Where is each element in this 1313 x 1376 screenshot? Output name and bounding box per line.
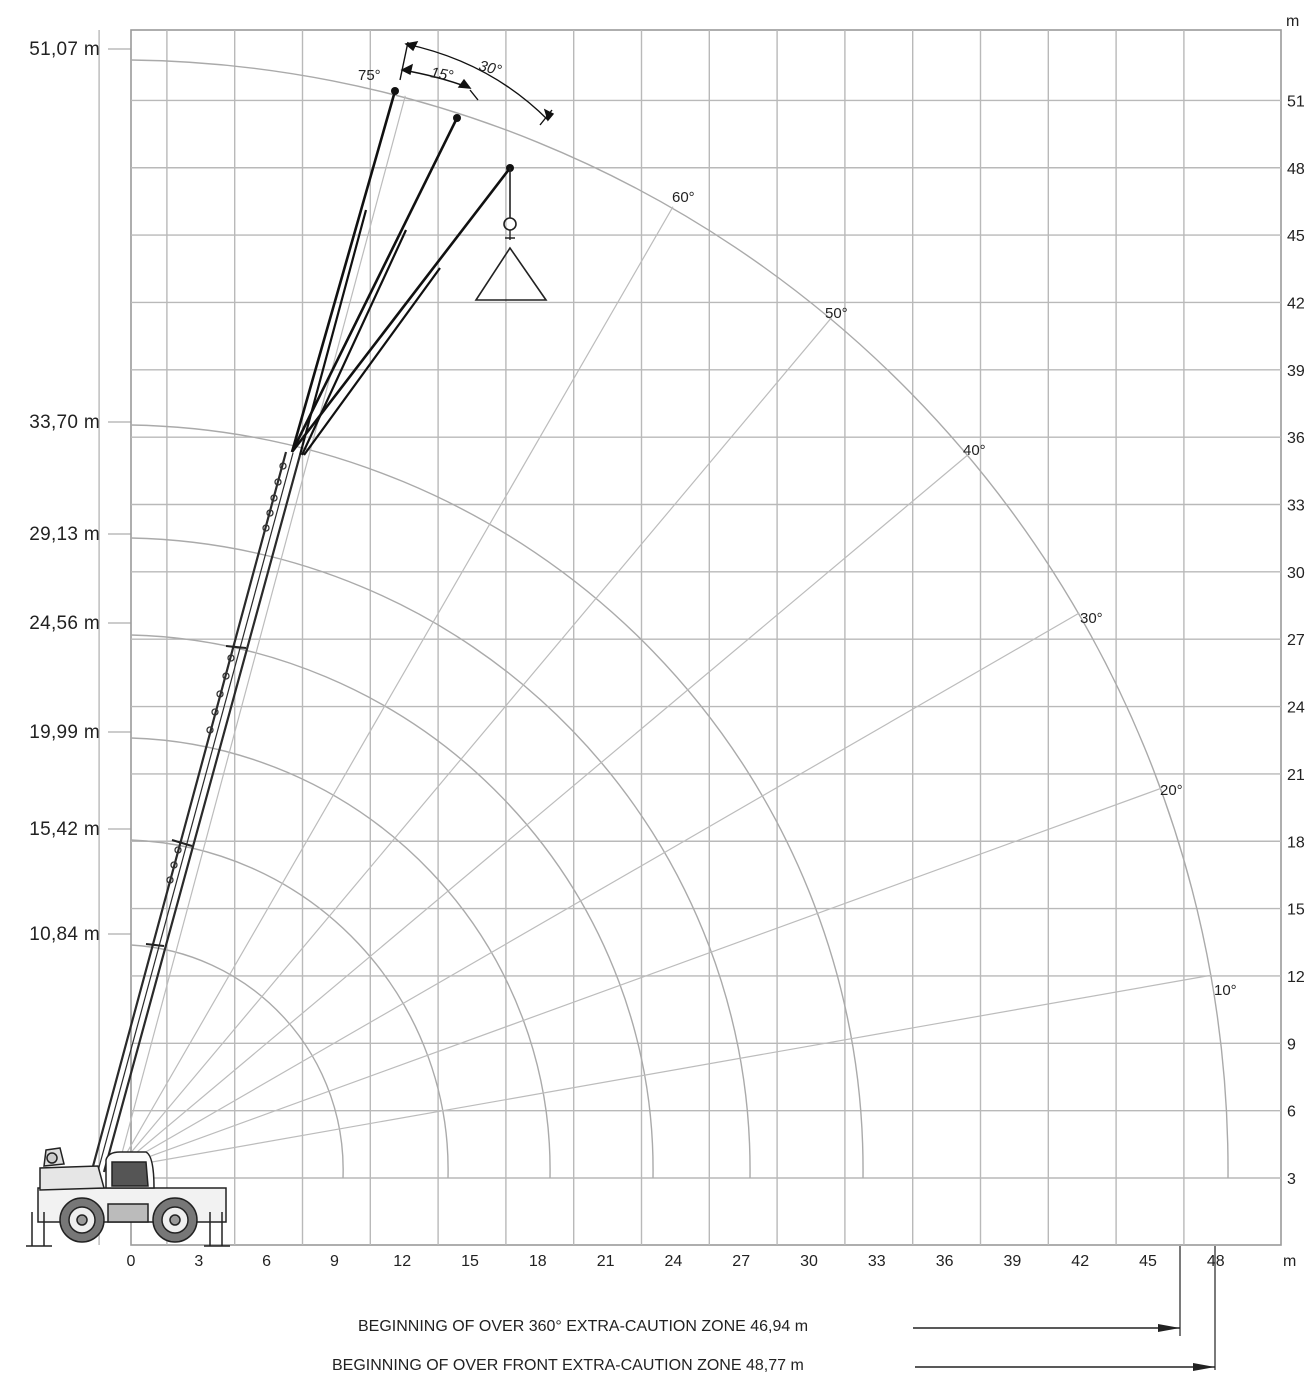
angle-ray-guide: [118, 926, 1088, 1168]
x-axis-unit: m: [1283, 1253, 1296, 1270]
radius-arc: [130, 59, 1229, 1179]
radius-arc: [130, 537, 751, 1179]
x-tick-label: 42: [1071, 1253, 1089, 1270]
y-tick-label: 24: [1287, 700, 1305, 717]
hook-and-load: [474, 168, 548, 301]
y-tick-label: 33: [1287, 498, 1305, 515]
y-tick-label: 6: [1287, 1104, 1296, 1121]
y-tick-label: 18: [1287, 834, 1305, 851]
radius-arc: [130, 737, 551, 1179]
y-axis-unit: m: [1286, 13, 1299, 30]
angle-ray: [117, 317, 832, 1169]
x-tick-label: 15: [461, 1253, 479, 1270]
y-tick-label: 12: [1287, 969, 1305, 986]
jib-offset-annotation: [399, 41, 555, 126]
boom-length-label: 51,07 m: [29, 39, 100, 60]
y-tick-label: 48: [1287, 161, 1305, 178]
x-tick-label: 12: [393, 1253, 411, 1270]
boom-length-labels: 10,84 m 15,42 m 19,99 m 24,56 m 29,13 m 33,70…: [29, 39, 131, 945]
angle-ray: [117, 974, 1212, 1169]
x-tick-label: 36: [936, 1253, 954, 1270]
y-tick-label: 27: [1287, 632, 1305, 649]
grid: [98, 29, 1282, 1246]
angle-ray: [117, 454, 969, 1169]
boom-length-label: 10,84 m: [29, 924, 100, 945]
y-tick-label: 42: [1287, 295, 1305, 312]
caution-note-360: BEGINNING OF OVER 360° EXTRA-CAUTION ZON…: [358, 1318, 808, 1335]
x-tick-label: 3: [194, 1253, 203, 1270]
angle-labels: 10° 20° 30° 40° 50° 60° 75°: [358, 67, 1237, 999]
jib-offset-30-label: 30°: [477, 57, 503, 79]
boom-length-label: 19,99 m: [29, 722, 100, 743]
grid-frame: [130, 29, 1282, 1246]
boom-length-label: 29,13 m: [29, 524, 100, 545]
y-tick-label: 3: [1287, 1171, 1296, 1188]
angle-label: 20°: [1160, 782, 1183, 799]
radius-arc: [130, 634, 654, 1179]
x-axis-tick-labels: 0 3 6 9 12 15 18 21 24 27 30 33 36 39 42 45 48: [127, 1253, 1225, 1270]
x-tick-label: 48: [1207, 1253, 1225, 1270]
caution-note-front: BEGINNING OF OVER FRONT EXTRA-CAUTION ZO…: [332, 1357, 804, 1374]
y-tick-label: 36: [1287, 430, 1305, 447]
lattice-jibs: [290, 87, 514, 456]
y-tick-label: 21: [1287, 767, 1305, 784]
angle-ray: [117, 787, 1162, 1169]
x-tick-label: 6: [262, 1253, 271, 1270]
angle-ray: [117, 95, 406, 1169]
angle-label: 30°: [1080, 610, 1103, 627]
y-tick-label: 9: [1287, 1036, 1296, 1053]
x-tick-label: 24: [665, 1253, 683, 1270]
caution-zone-notes: BEGINNING OF OVER 360° EXTRA-CAUTION ZON…: [332, 1246, 1216, 1374]
crane-carrier: [26, 1147, 230, 1247]
y-tick-label: 45: [1287, 228, 1305, 245]
y-tick-label: 51: [1287, 93, 1305, 110]
x-tick-label: 0: [127, 1253, 136, 1270]
y-tick-label: 15: [1287, 902, 1305, 919]
radius-arc: [130, 839, 449, 1179]
x-tick-label: 45: [1139, 1253, 1157, 1270]
x-tick-label: 9: [330, 1253, 339, 1270]
angle-label: 75°: [358, 67, 381, 84]
x-tick-label: 39: [1004, 1253, 1022, 1270]
x-tick-label: 21: [597, 1253, 615, 1270]
main-boom: [90, 451, 302, 1173]
x-tick-label: 18: [529, 1253, 547, 1270]
angle-ray: [117, 206, 674, 1169]
y-tick-label: 30: [1287, 565, 1305, 582]
radius-arc: [130, 944, 344, 1179]
angle-label: 10°: [1214, 982, 1237, 999]
x-tick-label: 27: [732, 1253, 750, 1270]
boom-length-label: 24,56 m: [29, 613, 100, 634]
angle-label: 50°: [825, 305, 848, 322]
x-tick-label: 33: [868, 1253, 886, 1270]
angle-ray: [117, 612, 1080, 1169]
y-tick-label: 39: [1287, 363, 1305, 380]
angle-label: 40°: [963, 442, 986, 459]
angle-rays: [117, 95, 1212, 1169]
jib-offset-15-label: 15°: [429, 64, 454, 85]
boom-length-label: 15,42 m: [29, 819, 100, 840]
radius-arcs: [130, 59, 1229, 1179]
boom-length-label: 33,70 m: [29, 412, 100, 433]
angle-ray-guide: [118, 745, 1024, 1168]
x-tick-label: 30: [800, 1253, 818, 1270]
angle-label: 60°: [672, 189, 695, 206]
